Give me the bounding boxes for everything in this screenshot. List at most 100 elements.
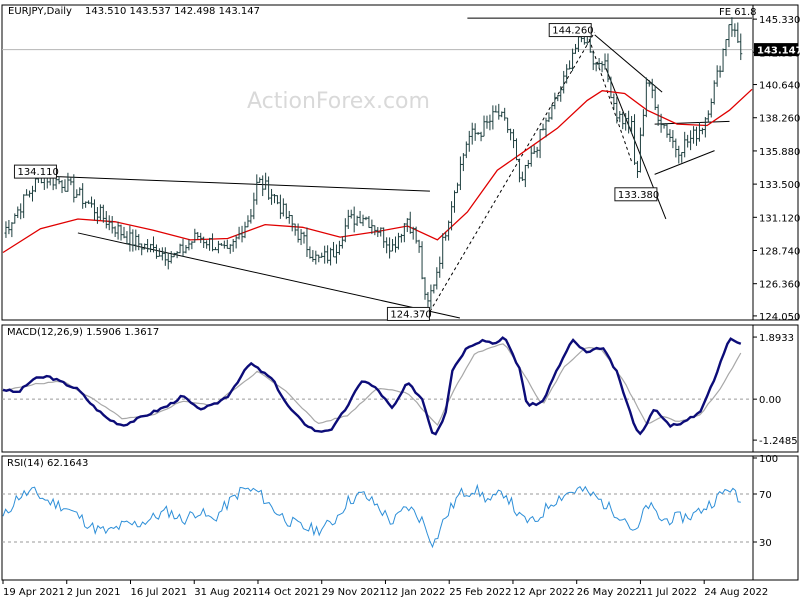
ohlc-bar <box>252 192 256 220</box>
current-price-marker: 143.147 <box>754 43 800 57</box>
time-tick-label: 24 Aug 2022 <box>704 587 768 598</box>
ohlc-bar <box>216 240 220 254</box>
trend-line <box>594 34 663 93</box>
ohlc-bar <box>544 117 548 138</box>
ohlc-bar <box>219 242 223 246</box>
ohlc-bar <box>134 229 138 251</box>
ohlc-bar <box>730 17 734 37</box>
ohlc-bar <box>488 114 492 131</box>
ohlc-bar <box>243 221 247 239</box>
ohlc-bar <box>405 218 409 233</box>
ohlc-bar <box>547 112 551 123</box>
ohlc-bar <box>529 145 533 167</box>
ohlc-bar <box>503 107 507 121</box>
ohlc-bar <box>647 80 651 87</box>
trend-line <box>31 175 430 192</box>
ohlc-bar <box>712 80 716 105</box>
ohlc-bar <box>453 190 457 213</box>
ohlc-bar <box>706 110 710 123</box>
ohlc-bar <box>659 113 663 133</box>
ohlc-bar <box>178 243 182 254</box>
ohlc-bar <box>535 146 539 158</box>
ohlc-bar <box>169 251 173 264</box>
trend-line <box>586 33 633 164</box>
ohlc-bar <box>650 78 654 99</box>
moving-average-line <box>2 88 753 254</box>
ohlc-bar <box>382 227 386 248</box>
ohlc-bar <box>727 24 731 48</box>
ohlc-bar <box>514 138 518 161</box>
ohlc-bar <box>208 237 212 251</box>
ohlc-bar <box>538 129 542 159</box>
ohlc-bar <box>140 243 144 256</box>
ohlc-bar <box>506 117 510 133</box>
ohlc-bar <box>635 160 639 178</box>
time-tick-label: 29 Nov 2021 <box>322 587 386 598</box>
ohlc-bar <box>116 221 120 240</box>
ohlc-bar <box>715 65 719 87</box>
ohlc-bar <box>187 239 191 251</box>
ohlc-bar <box>81 183 85 209</box>
ohlc-bar <box>122 226 126 239</box>
ohlc-bar <box>160 247 164 261</box>
price-annotation: 134.110 <box>13 164 59 179</box>
ohlc-bar <box>275 195 279 205</box>
ohlc-bar <box>302 231 306 244</box>
ohlc-bar <box>541 123 545 131</box>
ohlc-bar <box>22 194 26 219</box>
current-price-label: 143.147 <box>757 46 800 57</box>
ohlc-bar <box>509 128 513 141</box>
ohlc-bar <box>467 130 471 152</box>
ohlc-bar <box>562 70 566 94</box>
ohlc-bar <box>429 284 433 309</box>
ohlc-bar <box>28 190 32 198</box>
ohlc-bar <box>674 138 678 158</box>
price-annotations: 134.110 144.260 124.370 133.380 <box>13 23 659 321</box>
ohlc-bar <box>110 216 114 234</box>
price-tick-label: 140.640 <box>759 81 800 92</box>
ohlc-bar <box>692 126 696 144</box>
ohlc-bar <box>193 228 197 243</box>
ohlc-bar <box>550 104 554 120</box>
ohlc-bar <box>517 158 521 183</box>
ohlc-bar <box>246 215 250 228</box>
ohlc-bar <box>314 250 318 265</box>
time-tick-label: 16 Jul 2021 <box>130 587 187 598</box>
ohlc-bar <box>332 241 336 258</box>
ohlc-bar <box>638 127 642 173</box>
ohlc-bar <box>125 231 129 245</box>
ohlc-bar <box>320 252 324 258</box>
ohlc-bar <box>234 235 238 249</box>
ohlc-bar <box>736 22 740 43</box>
ohlc-bar <box>196 232 200 240</box>
price-annotation-label: 144.260 <box>552 26 593 37</box>
ohlc-bar <box>396 232 400 250</box>
ohlc-bar <box>485 115 489 129</box>
trend-line <box>654 120 730 125</box>
ohlc-bar <box>181 238 185 257</box>
price-tick-label: 135.880 <box>759 147 800 158</box>
ohlc-bar <box>258 177 262 183</box>
rsi-tick-label: 30 <box>759 538 772 549</box>
ohlc-bar <box>709 98 713 118</box>
ohlc-bar <box>556 95 560 102</box>
ohlc-bar <box>553 92 557 110</box>
ohlc-bar <box>494 105 498 113</box>
ohlc-bar <box>278 194 282 219</box>
ohlc-bar <box>270 188 274 205</box>
ohlc-bar <box>600 61 604 73</box>
ohlc-bar <box>152 236 156 253</box>
ohlc-bar <box>202 236 206 249</box>
ohlc-bar <box>686 134 690 148</box>
ohlc-bar <box>718 65 722 78</box>
ohlc-bar <box>420 241 424 280</box>
ohlc-bar <box>78 187 82 196</box>
rsi-axis-ticks: 100 70 30 <box>753 454 778 549</box>
ohlc-bar <box>500 111 504 118</box>
time-tick-label: 12 Jan 2022 <box>385 587 445 598</box>
ohlc-bar <box>149 243 153 253</box>
ohlc-bar <box>128 225 132 252</box>
ohlc-bar <box>4 221 8 238</box>
macd-tick-label: 0.00 <box>759 395 781 406</box>
